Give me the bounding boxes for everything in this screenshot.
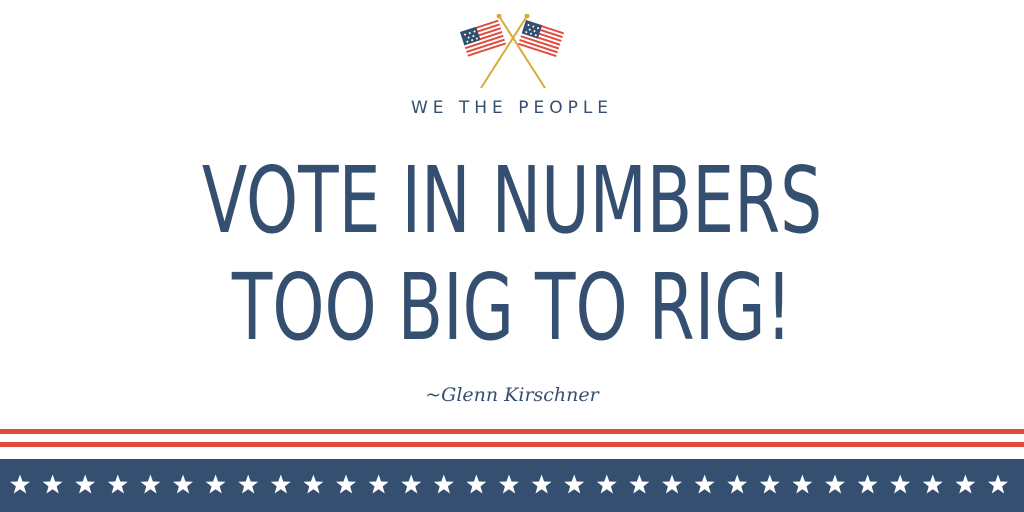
eyebrow-text: WE THE PEOPLE [410,98,614,118]
star-icon [173,474,193,494]
star-icon [531,474,552,494]
star-icon [401,474,422,494]
attribution-text: ~Glenn Kirschner [425,384,599,406]
crossed-flags-icon [460,14,565,89]
star-icon [42,474,63,494]
star-icon [499,474,519,494]
star-icon [140,474,161,494]
star-icon [792,474,813,494]
star-icon [662,474,682,494]
star-icon [107,474,128,494]
star-icon [955,474,976,494]
star-icon [564,474,585,494]
star-icon [466,474,487,494]
star-icon [825,474,845,494]
star-icon [629,474,650,494]
headline-line-2: TOO BIG TO RIG! [231,254,793,361]
red-stripe-bottom [0,442,1024,447]
star-icon [694,474,715,494]
star-band [0,459,1024,512]
star-icon [922,474,943,494]
star-icon [433,474,454,494]
star-icon [727,474,748,494]
star-icon [10,474,30,494]
red-stripe-top [0,429,1024,434]
star-icon [303,474,324,494]
star-icon [336,474,356,494]
star-icon [988,474,1008,494]
star-icon [270,474,291,494]
star-icon [368,474,389,494]
star-icon [890,474,911,494]
star-icon [596,474,617,494]
star-icon [238,474,259,494]
star-icon [205,474,226,494]
star-icon [759,474,780,494]
star-icon [75,474,96,494]
star-icon [857,474,878,494]
headline-line-1: VOTE IN NUMBERS [201,147,823,254]
